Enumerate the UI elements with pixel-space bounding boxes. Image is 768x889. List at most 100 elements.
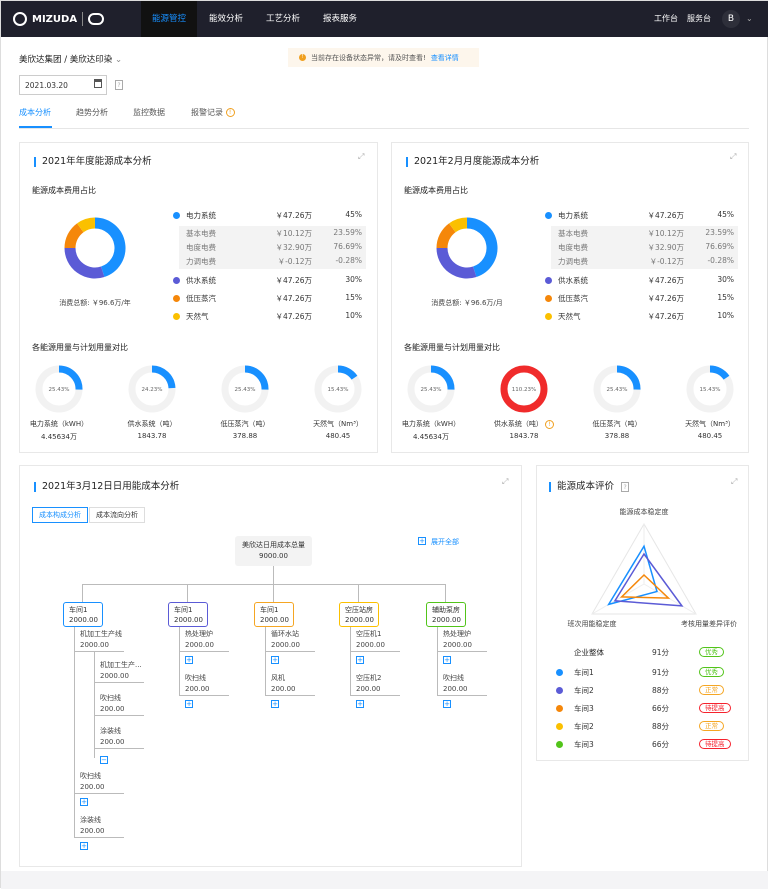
expand-icon[interactable]: ⤢ [502, 477, 509, 486]
nav-energy-control[interactable]: 能源管控 [141, 1, 197, 37]
tree-node[interactable]: 车间1 2000.00 [254, 602, 294, 627]
tree-node[interactable]: 辅助泵房 2000.00 [426, 602, 466, 627]
expand-all-button[interactable]: + 展开全部 [418, 537, 459, 547]
breakdown-name: 基本电费 [558, 229, 588, 238]
ring-fill [709, 365, 730, 380]
radar-series[interactable] [607, 544, 658, 606]
tab-cost-flow[interactable]: 成本流向分析 [89, 507, 145, 523]
tree-leaf[interactable]: 吹扫线 200.00 [74, 771, 124, 794]
avatar[interactable]: B [722, 10, 740, 28]
ring-amount: 1843.78 [509, 432, 539, 440]
breadcrumb: 美欣达集团 / 美欣达印染 ⌄ [19, 53, 122, 65]
tree-node[interactable]: 车间1 2000.00 [168, 602, 208, 627]
tab-monitoring[interactable]: 监控数据 [133, 108, 165, 117]
breakdown-percent: 76.69% [705, 242, 734, 251]
card-title: 2021年3月12日日用能成本分析 [34, 482, 179, 492]
expand-node-icon[interactable]: + [271, 700, 279, 708]
expand-node-icon[interactable]: + [80, 798, 88, 806]
breadcrumb-group[interactable]: 美欣达集团 [19, 55, 62, 65]
ring-label: 供水系统（吨） ! [479, 419, 569, 429]
tree-leaf[interactable]: 涂装线 200.00 [74, 815, 124, 838]
help-icon[interactable]: ? [115, 80, 123, 90]
expand-node-icon[interactable]: + [185, 700, 193, 708]
tree-leaf[interactable]: 涂装线 200.00 [94, 726, 144, 749]
tree-leaf[interactable]: 吹扫线 200.00 [94, 693, 144, 716]
donut-slice[interactable] [94, 217, 126, 277]
expand-node-icon[interactable]: + [271, 656, 279, 664]
expand-icon[interactable]: ⤢ [358, 152, 365, 161]
tab-trend-analysis[interactable]: 趋势分析 [76, 108, 108, 117]
nav-process[interactable]: 工艺分析 [265, 14, 300, 24]
radar-series[interactable] [619, 573, 671, 599]
expand-node-icon[interactable]: + [185, 656, 193, 664]
breakdown-name: 力调电费 [186, 257, 216, 266]
date-picker[interactable]: 2021.03.20 [19, 75, 107, 95]
ring-label-text: 低压蒸汽（吨） [592, 420, 642, 428]
tree-leaf[interactable]: 空压机2 200.00 [350, 673, 400, 696]
tree-leaf[interactable]: 热处理炉 2000.00 [179, 629, 229, 652]
tree-leaf[interactable]: 空压机1 2000.00 [350, 629, 400, 652]
legend-percent: 15% [345, 293, 362, 302]
tab-cost-composition[interactable]: 成本构成分析 [32, 507, 88, 523]
ring-label: 低压蒸汽（吨） [200, 419, 290, 429]
tab-alarm-records[interactable]: 报警记录 ! [191, 107, 235, 118]
expand-all-label: 展开全部 [431, 538, 459, 546]
breadcrumb-sep: / [64, 55, 68, 65]
tree-leaf[interactable]: 吹扫线 200.00 [179, 673, 229, 696]
leaf-value: 2000.00 [100, 672, 129, 680]
ring-fill [151, 365, 176, 389]
donut-slice[interactable] [64, 223, 84, 249]
expand-node-icon[interactable]: + [80, 842, 88, 850]
calendar-icon[interactable] [94, 79, 102, 88]
donut-slice[interactable] [449, 217, 468, 233]
tree-node[interactable]: 空压站房 2000.00 [339, 602, 379, 627]
help-icon[interactable]: ? [621, 482, 630, 492]
tree-node[interactable]: 车间1 2000.00 [63, 602, 103, 627]
donut-slice[interactable] [77, 217, 96, 233]
tree-connector [273, 566, 274, 585]
donut-slice[interactable] [436, 247, 477, 279]
tree-root-node[interactable]: 美欣达日用成本总量 9000.00 [235, 536, 312, 566]
usage-ring: 15.43% [314, 365, 362, 413]
electric-breakdown-panel [179, 226, 366, 269]
breadcrumb-company[interactable]: 美欣达印染 [69, 55, 113, 65]
chevron-down-icon[interactable]: ⌄ [746, 14, 753, 23]
leaf-name: 热处理炉 [443, 630, 471, 638]
expand-icon[interactable]: ⤢ [730, 152, 737, 161]
status-badge: 待提高 [699, 703, 731, 713]
donut-slice[interactable] [64, 247, 105, 279]
leaf-value: 200.00 [443, 685, 468, 693]
expand-node-icon[interactable]: + [356, 700, 364, 708]
alert-details-link[interactable]: 查看详情 [430, 53, 459, 62]
expand-node-icon[interactable]: + [356, 656, 364, 664]
brand-logo[interactable]: MIZUDA [13, 12, 105, 26]
ring-fill [58, 365, 83, 390]
tree-leaf[interactable]: 热处理炉 2000.00 [437, 629, 487, 652]
collapse-icon[interactable]: − [100, 756, 108, 764]
nav-service[interactable]: 服务台 [687, 14, 711, 23]
tree-leaf[interactable]: 机加工生产线 2000.00 [74, 629, 124, 652]
tree-leaf[interactable]: 吹扫线 200.00 [437, 673, 487, 696]
nav-reports[interactable]: 报表服务 [322, 14, 357, 24]
breakdown-name: 电度电费 [186, 243, 216, 252]
tree-leaf[interactable]: 机加工生产... 2000.00 [94, 660, 144, 683]
radar-series[interactable] [613, 552, 684, 607]
expand-node-icon[interactable]: + [443, 656, 451, 664]
top-navbar [1, 1, 768, 37]
status-badge: 待提高 [699, 739, 731, 749]
donut-slice[interactable] [466, 217, 498, 277]
expand-node-icon[interactable]: + [443, 700, 451, 708]
expand-icon[interactable]: ⤢ [731, 477, 738, 486]
donut-slice[interactable] [436, 223, 456, 249]
nav-efficiency[interactable]: 能效分析 [208, 14, 243, 24]
tree-connector [273, 584, 274, 602]
page-footer-strip [1, 871, 768, 889]
tree-leaf[interactable]: 风机 200.00 [265, 673, 315, 696]
ring-percent: 25.43% [235, 387, 256, 393]
node-name: 辅助泵房 [432, 606, 460, 614]
chevron-down-icon[interactable]: ⌄ [115, 55, 123, 65]
tree-leaf[interactable]: 循环水站 2000.00 [265, 629, 315, 652]
tab-cost-analysis[interactable]: 成本分析 [19, 108, 51, 117]
nav-workbench[interactable]: 工作台 [654, 14, 678, 23]
card-title: 能源成本评价 ? [549, 482, 630, 492]
